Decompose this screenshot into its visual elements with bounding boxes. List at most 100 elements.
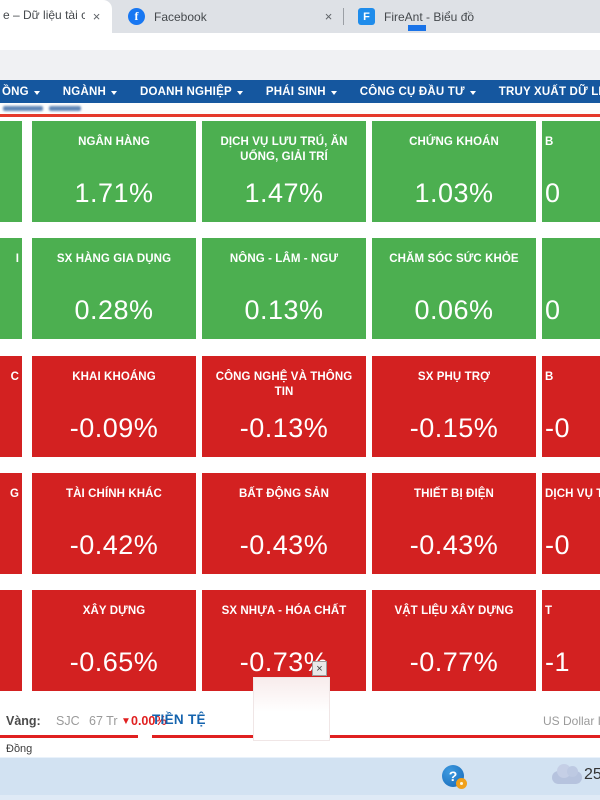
- sector-change: 0: [545, 295, 561, 325]
- tab-title: Facebook: [154, 9, 207, 24]
- help-badge-icon: [456, 778, 467, 789]
- toolbar-remnant: [0, 33, 600, 50]
- gold-label: Vàng:: [6, 714, 41, 728]
- sector-tile[interactable]: XÂY DỰNG -0.65%: [32, 590, 196, 691]
- sector-tile[interactable]: SX HÀNG GIA DỤNG 0.28%: [32, 238, 196, 339]
- sector-tile[interactable]: C: [0, 356, 22, 457]
- sector-tile[interactable]: I: [0, 238, 22, 339]
- nav-item-label: ỒNG: [2, 85, 29, 98]
- navbar: ỒNG NGÀNH DOANH NGHIỆP PHÁI SINH CÔNG CỤ ĐẦU…: [0, 80, 600, 103]
- sector-name: I: [15, 253, 19, 265]
- illegible-breadcrumb-text: [49, 106, 81, 111]
- sector-name: SX HÀNG GIA DỤNG: [56, 253, 172, 265]
- nav-item[interactable]: PHÁI SINH: [266, 86, 337, 98]
- sector-change: -0: [545, 413, 571, 443]
- chevron-down-icon: [33, 90, 40, 95]
- weather-cloud-icon[interactable]: [552, 764, 582, 784]
- nav-item-label: DOANH NGHIỆP: [139, 85, 232, 98]
- sector-tile[interactable]: DỊCH VỤ T -0: [542, 473, 600, 574]
- tab-title: e – Dữ liệu tài chí: [3, 8, 85, 22]
- gold-name: SJC: [56, 714, 80, 728]
- sector-name: TÀI CHÍNH KHÁC: [66, 488, 162, 500]
- sector-tile[interactable]: NÔNG - LÂM - NGƯ 0.13%: [202, 238, 366, 339]
- sector-tile[interactable]: TÀI CHÍNH KHÁC -0.42%: [32, 473, 196, 574]
- sector-name: B: [545, 371, 554, 383]
- sector-tile[interactable]: B -0: [542, 356, 600, 457]
- sector-tile[interactable]: BẤT ĐỘNG SẢN -0.43%: [202, 473, 366, 574]
- sector-change: -0.09%: [69, 413, 159, 443]
- facebook-icon: f: [128, 8, 145, 25]
- chevron-down-icon: [469, 90, 476, 95]
- tab-fireant[interactable]: F FireAnt - Biểu đồ: [358, 0, 474, 33]
- sector-name: NGÂN HÀNG: [78, 136, 150, 148]
- sector-change: 1.71%: [74, 178, 154, 208]
- close-icon[interactable]: ×: [312, 661, 327, 676]
- sector-change: -0.77%: [409, 647, 499, 677]
- browser-tab-strip: e – Dữ liệu tài chí × f Facebook × F Fir…: [0, 0, 600, 33]
- taskbar: ? 25: [0, 757, 600, 800]
- tab-accent-mark: [408, 25, 426, 31]
- tab-currency[interactable]: TIỀN TỆ: [152, 712, 206, 727]
- close-icon[interactable]: ×: [324, 9, 333, 24]
- nav-item[interactable]: ỒNG: [2, 86, 40, 98]
- sector-tile[interactable]: CÔNG NGHỆ VÀ THÔNG TIN -0.13%: [202, 356, 366, 457]
- gold-change: 0.00%: [131, 714, 167, 728]
- sector-name: SX PHỤ TRỢ: [417, 371, 491, 383]
- sector-change: -0.42%: [69, 530, 159, 560]
- sector-tile[interactable]: [0, 121, 22, 222]
- sector-tile[interactable]: VẬT LIỆU XÂY DỰNG -0.77%: [372, 590, 536, 691]
- sector-change: -0.13%: [239, 413, 329, 443]
- usd-index-label: US Dollar In: [543, 714, 600, 728]
- nav-item[interactable]: NGÀNH: [63, 86, 117, 98]
- sector-tile[interactable]: KHAI KHOÁNG -0.09%: [32, 356, 196, 457]
- ad-popup[interactable]: [253, 677, 330, 741]
- sector-tile[interactable]: [0, 590, 22, 691]
- sector-name: CÔNG NGHỆ VÀ THÔNG TIN: [215, 371, 353, 398]
- tab-separator: [343, 8, 344, 25]
- sector-name: THIẾT BỊ ĐIỆN: [414, 488, 494, 500]
- sector-tile[interactable]: NGÂN HÀNG 1.71%: [32, 121, 196, 222]
- close-icon[interactable]: ×: [92, 9, 101, 24]
- sector-name: DỊCH VỤ T: [545, 488, 600, 500]
- sector-tile[interactable]: T -1: [542, 590, 600, 691]
- sector-name: C: [10, 371, 19, 383]
- dong-label: Đồng: [6, 743, 33, 755]
- nav-item[interactable]: TRUY XUẤT DỮ LIỆU: [499, 86, 600, 98]
- nav-item[interactable]: CÔNG CỤ ĐẦU TƯ: [360, 86, 476, 98]
- breadcrumb: [0, 103, 600, 114]
- sector-tile[interactable]: 0: [542, 238, 600, 339]
- sector-change: -0.15%: [409, 413, 499, 443]
- nav-item-label: PHÁI SINH: [265, 85, 326, 98]
- sector-name: B: [545, 136, 554, 148]
- sector-tile[interactable]: SX NHỰA - HÓA CHẤT -0.73%: [202, 590, 366, 691]
- sector-tile[interactable]: CHĂM SÓC SỨC KHỎE 0.06%: [372, 238, 536, 339]
- chevron-down-icon: [330, 90, 337, 95]
- sector-tile[interactable]: CHỨNG KHOÁN 1.03%: [372, 121, 536, 222]
- sector-tile[interactable]: G: [0, 473, 22, 574]
- chevron-down-icon: [110, 90, 117, 95]
- sector-change: -1: [545, 647, 571, 677]
- sector-tile[interactable]: SX PHỤ TRỢ -0.15%: [372, 356, 536, 457]
- sector-name: BẤT ĐỘNG SẢN: [238, 488, 329, 500]
- sector-tile[interactable]: THIẾT BỊ ĐIỆN -0.43%: [372, 473, 536, 574]
- sector-name: VẬT LIỆU XÂY DỰNG: [394, 605, 514, 617]
- nav-item-label: NGÀNH: [62, 85, 106, 98]
- sector-name: SX NHỰA - HÓA CHẤT: [221, 605, 347, 617]
- tab-facebook[interactable]: f Facebook: [128, 0, 207, 33]
- sector-name: G: [9, 488, 19, 500]
- sector-change: -0: [545, 530, 571, 560]
- tab-data-finance[interactable]: e – Dữ liệu tài chí ×: [0, 0, 112, 33]
- sector-change: -0.43%: [409, 530, 499, 560]
- sector-tile[interactable]: DỊCH VỤ LƯU TRÚ, ĂN UỐNG, GIẢI TRÍ 1.47%: [202, 121, 366, 222]
- weather-temp[interactable]: 25: [584, 766, 600, 783]
- nav-item-label: TRUY XUẤT DỮ LIỆU: [498, 85, 600, 98]
- sector-change: 0.13%: [244, 295, 324, 325]
- sector-change: 0.06%: [414, 295, 494, 325]
- ticker-underline: [0, 735, 138, 738]
- nav-item[interactable]: DOANH NGHIỆP: [140, 86, 243, 98]
- sector-name: XÂY DỰNG: [82, 605, 146, 617]
- sector-name: T: [545, 605, 553, 617]
- page-top-band: [0, 50, 600, 80]
